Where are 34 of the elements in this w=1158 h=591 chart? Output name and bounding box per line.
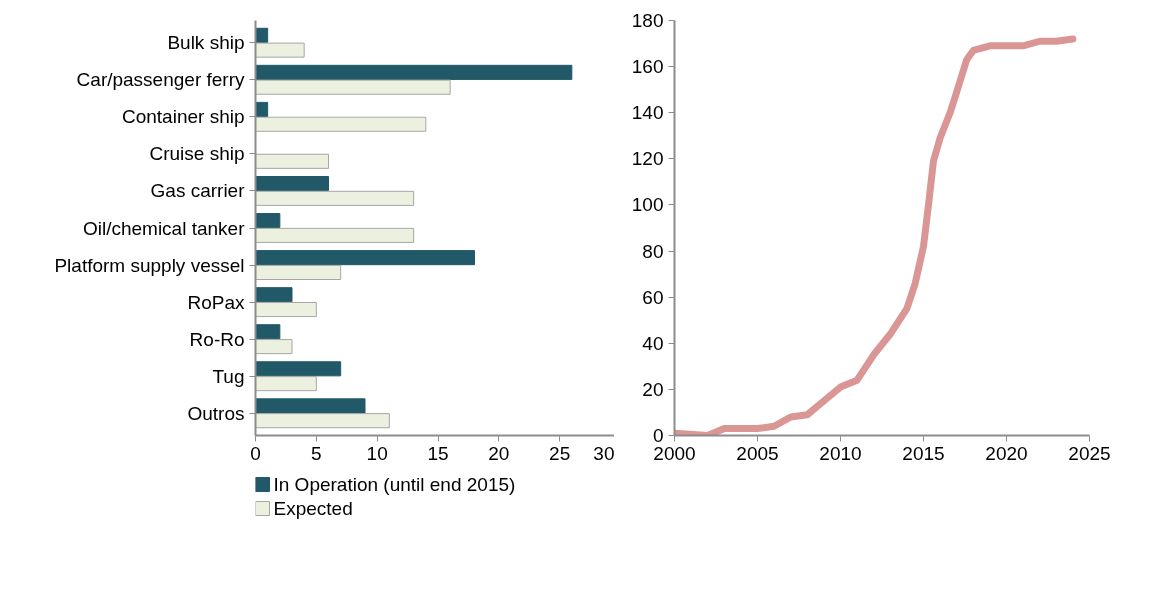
x-tick-label: 5	[311, 442, 322, 464]
y-tick-label: 60	[642, 286, 664, 308]
x-tick-label: 30	[593, 442, 615, 464]
x-tick-label: 2010	[819, 442, 862, 464]
x-tick-label: 25	[549, 442, 571, 464]
y-tick-label: Tug	[212, 365, 245, 387]
legend-label: Expected	[273, 498, 353, 519]
x-tick-label: 2015	[902, 442, 945, 464]
y-tick-label: Oil/chemical tanker	[82, 217, 246, 239]
y-tick-label: 80	[642, 240, 664, 262]
x-tick-label: 0	[250, 442, 261, 464]
y-tick-label: 100	[631, 194, 664, 216]
y-tick-label: Ro-Ro	[189, 328, 245, 350]
y-tick-label: 140	[631, 102, 664, 124]
x-tick-label: 10	[366, 442, 388, 464]
x-tick-label: 2020	[985, 442, 1028, 464]
y-tick-label: Gas carrier	[150, 180, 246, 202]
y-tick-label: Bulk ship	[167, 32, 245, 54]
y-tick-label: Cruise ship	[149, 143, 245, 165]
y-tick-label: Container ship	[121, 106, 245, 128]
y-tick-label: 120	[631, 148, 664, 170]
y-tick-label: RoPax	[187, 291, 245, 313]
y-tick-label: Platform supply vessel	[54, 254, 245, 276]
x-tick-label: 20	[488, 442, 510, 464]
x-tick-label: 2025	[1068, 442, 1111, 464]
y-tick-label: 180	[631, 10, 664, 31]
y-tick-label: 20	[642, 378, 664, 400]
y-tick-label: 40	[642, 332, 664, 354]
y-tick-label: Car/passenger ferry	[76, 69, 245, 91]
y-tick-label: Outros	[187, 402, 245, 424]
y-tick-label: 160	[631, 56, 664, 78]
x-tick-label: 2005	[736, 442, 779, 464]
x-tick-label: 15	[427, 442, 449, 464]
legend-label: In Operation (until end 2015)	[273, 474, 516, 495]
